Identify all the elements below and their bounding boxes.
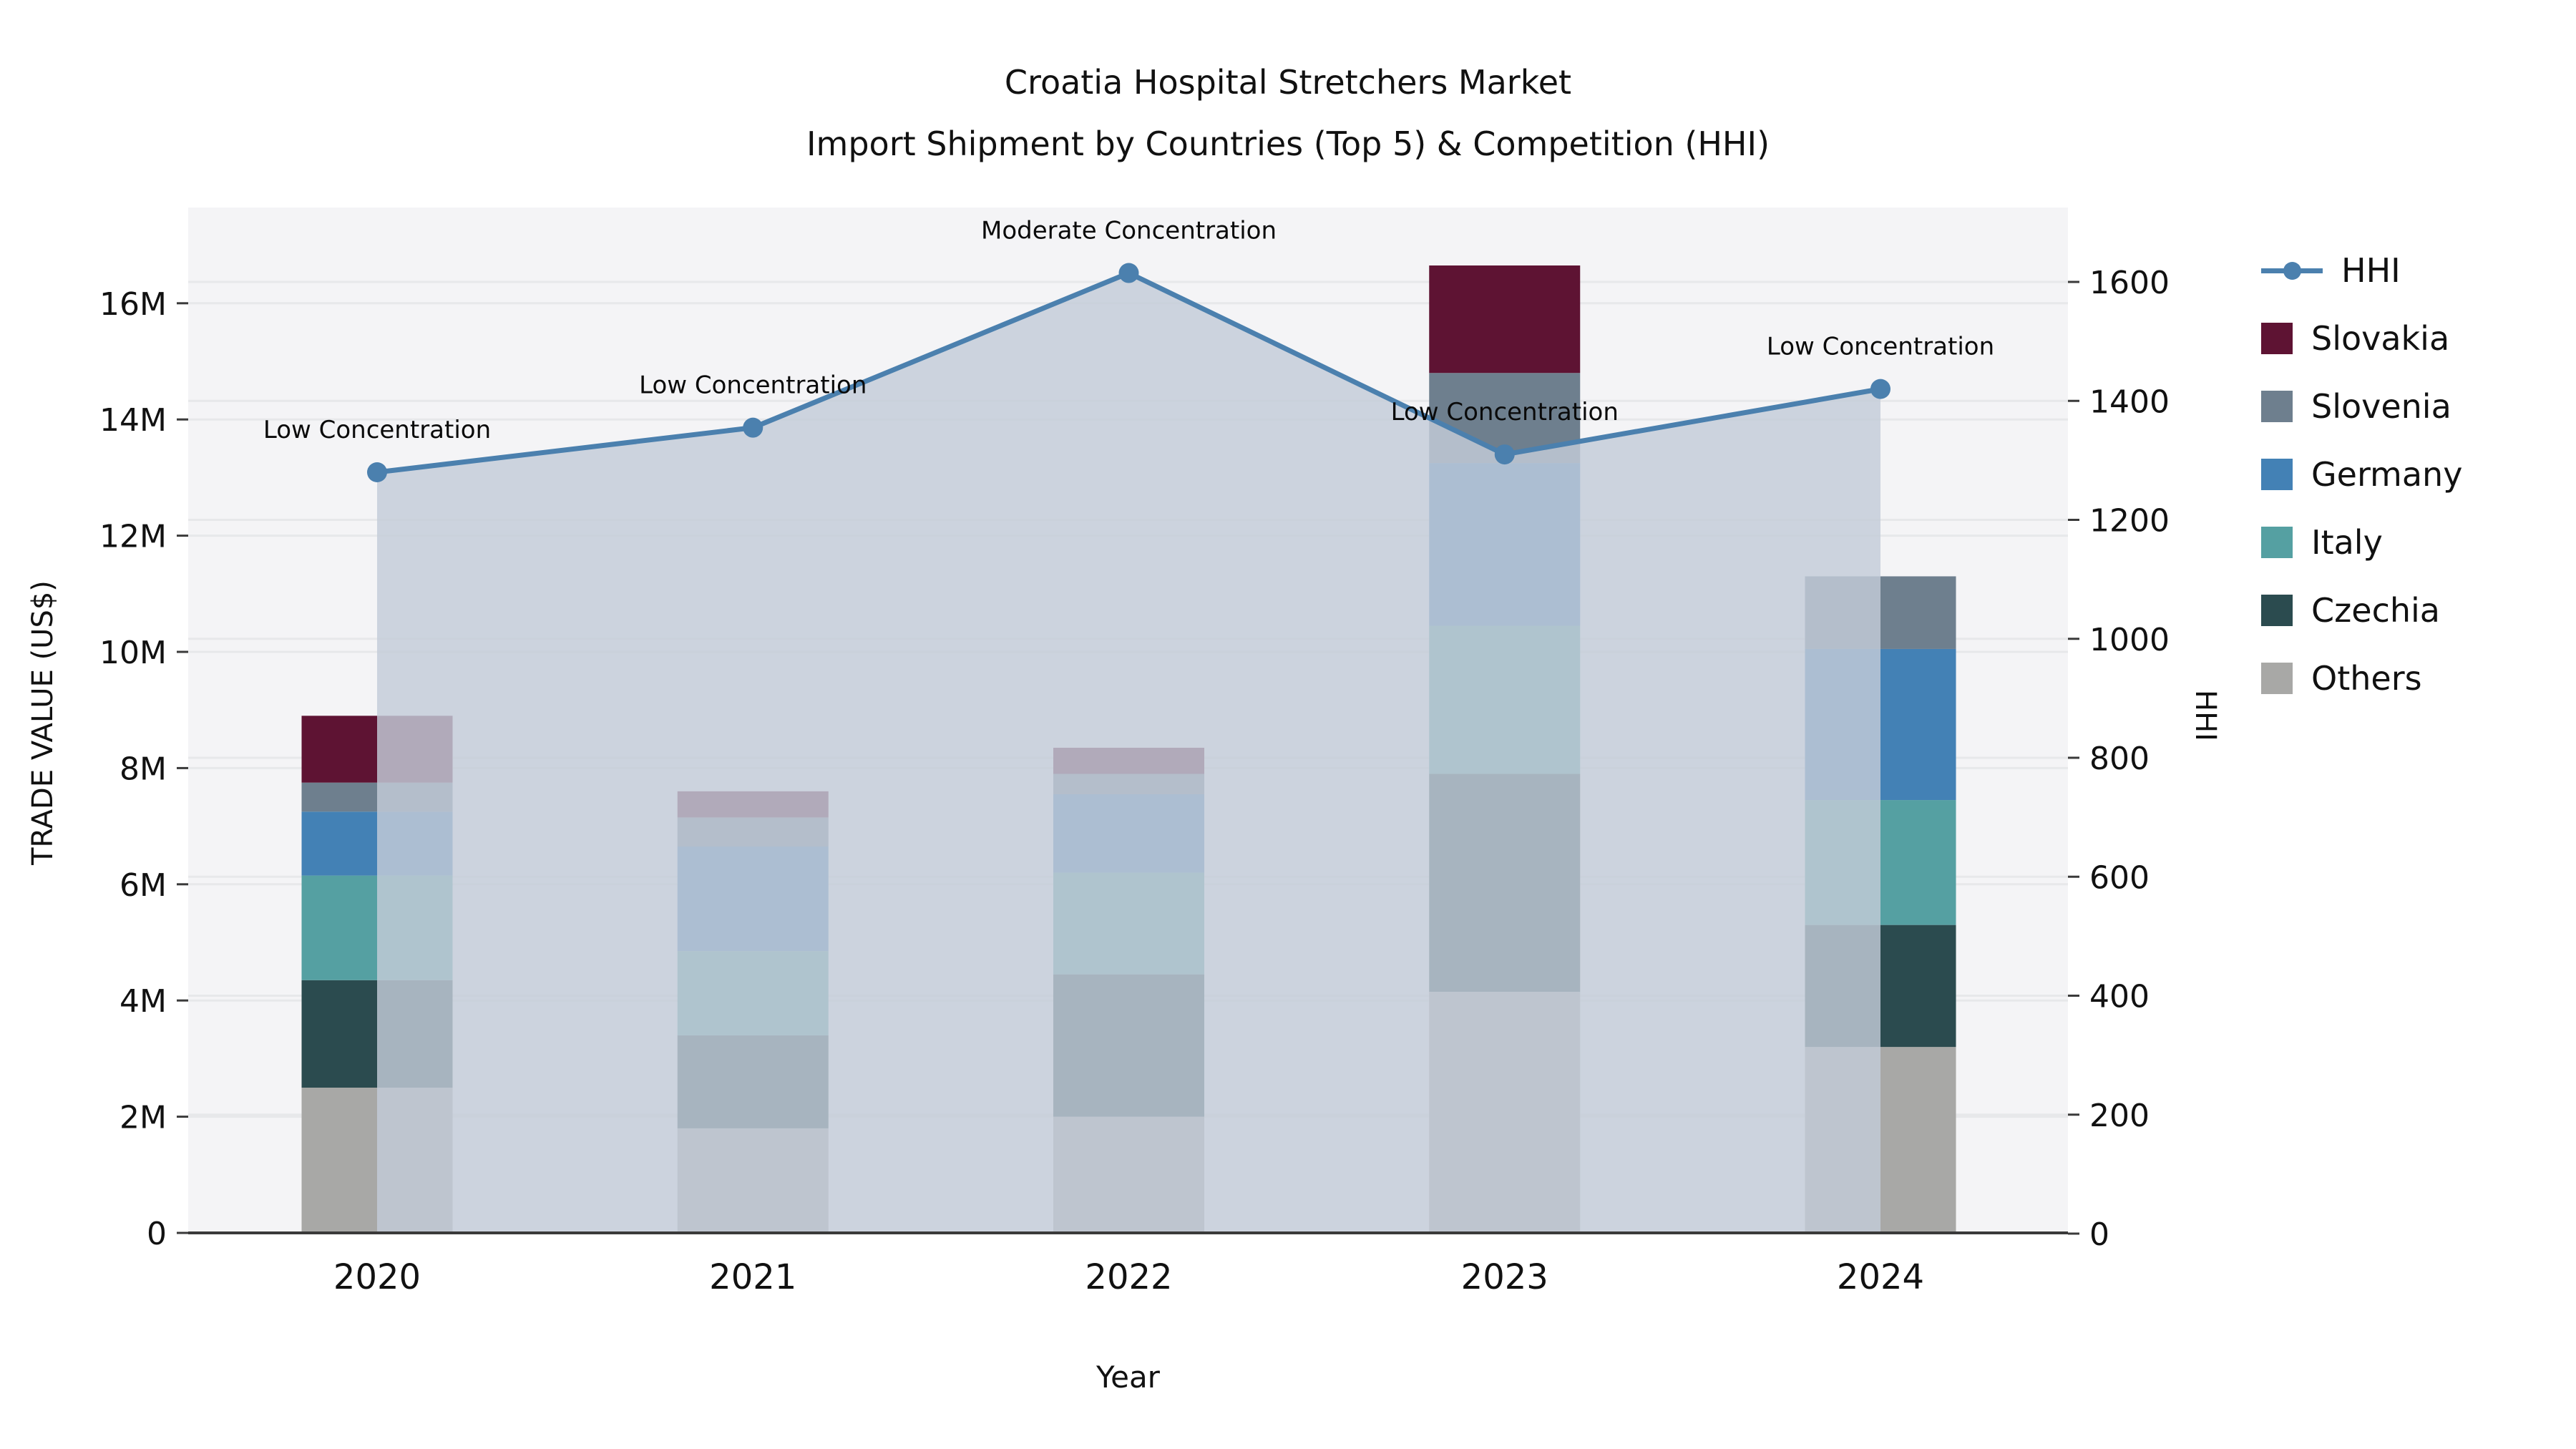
hhi-area-fill xyxy=(377,273,1880,1233)
legend: HHI Slovakia Slovenia Germany Italy Czechia Ot… xyxy=(2261,236,2462,712)
chart-title-line2: Import Shipment by Countries (Top 5) & C… xyxy=(806,125,1770,163)
legend-swatch-slovenia xyxy=(2261,390,2293,422)
y-left-tick-label-14: 14M xyxy=(99,402,167,439)
y-left-tick-label-6: 6M xyxy=(119,867,167,904)
y-right-tick-label-0: 0 xyxy=(2089,1216,2109,1253)
legend-label-slovakia: Slovakia xyxy=(2311,318,2450,358)
y-left-tick-label-4: 4M xyxy=(119,983,167,1020)
y-right-tick-label-1200: 1200 xyxy=(2089,503,2170,540)
x-tick-label-2023: 2023 xyxy=(1461,1257,1548,1297)
hhi-marker-2021[interactable] xyxy=(743,417,763,438)
legend-item-germany[interactable]: Germany xyxy=(2261,440,2462,508)
y-axis-left-label: TRADE VALUE (US$) xyxy=(26,580,59,865)
legend-item-italy[interactable]: Italy xyxy=(2261,508,2462,576)
y-right-tick-label-1400: 1400 xyxy=(2089,384,2170,420)
legend-label-germany: Germany xyxy=(2311,454,2463,494)
legend-item-others[interactable]: Others xyxy=(2261,644,2462,712)
legend-swatch-italy xyxy=(2261,526,2293,558)
annotation-2023: Low Concentration xyxy=(1391,398,1619,426)
chart-title-line1: Croatia Hospital Stretchers Market xyxy=(1004,63,1572,102)
annotation-2021: Low Concentration xyxy=(639,371,867,400)
y-left-tick-label-2: 2M xyxy=(119,1100,167,1136)
legend-swatch-slovakia xyxy=(2261,322,2293,354)
y-axis-right-label: HHI xyxy=(2189,690,2222,741)
legend-swatch-germany xyxy=(2261,458,2293,490)
legend-label-hhi: HHI xyxy=(2341,250,2401,290)
annotation-2024: Low Concentration xyxy=(1767,333,1994,361)
legend-hhi-line-icon xyxy=(2261,255,2323,286)
legend-swatch-others xyxy=(2261,662,2293,694)
x-tick-label-2024: 2024 xyxy=(1837,1257,1924,1297)
y-left-tick-label-0: 0 xyxy=(147,1216,167,1252)
legend-item-slovenia[interactable]: Slovenia xyxy=(2261,372,2462,440)
x-tick-label-2021: 2021 xyxy=(709,1257,796,1297)
y-right-tick-label-800: 800 xyxy=(2089,741,2150,777)
legend-label-czechia: Czechia xyxy=(2311,590,2440,630)
legend-item-slovakia[interactable]: Slovakia xyxy=(2261,304,2462,372)
y-right-tick-label-400: 400 xyxy=(2089,979,2150,1015)
y-right-tick-label-200: 200 xyxy=(2089,1098,2150,1134)
hhi-marker-2020[interactable] xyxy=(367,462,387,482)
y-right-tick-label-1600: 1600 xyxy=(2089,265,2170,301)
legend-item-hhi[interactable]: HHI xyxy=(2261,236,2462,304)
bar-segment-slovakia-2023[interactable] xyxy=(1429,265,1581,374)
y-right-tick-label-1000: 1000 xyxy=(2089,622,2170,658)
y-left-tick-label-12: 12M xyxy=(99,519,167,555)
y-left-tick-label-10: 10M xyxy=(99,635,167,671)
hhi-marker-2024[interactable] xyxy=(1870,379,1890,399)
legend-item-czechia[interactable]: Czechia xyxy=(2261,576,2462,644)
annotation-2022: Moderate Concentration xyxy=(981,217,1277,245)
legend-label-italy: Italy xyxy=(2311,522,2383,562)
y-left-tick-label-8: 8M xyxy=(119,751,167,787)
hhi-marker-2022[interactable] xyxy=(1118,263,1139,283)
legend-label-slovenia: Slovenia xyxy=(2311,386,2451,426)
x-axis-label: Year xyxy=(1096,1360,1160,1395)
y-right-tick-label-600: 600 xyxy=(2089,859,2150,896)
y-left-tick-label-16: 16M xyxy=(99,286,167,323)
legend-swatch-czechia xyxy=(2261,594,2293,626)
x-tick-label-2020: 2020 xyxy=(333,1257,421,1297)
hhi-marker-2023[interactable] xyxy=(1494,444,1515,465)
x-tick-label-2022: 2022 xyxy=(1085,1257,1172,1297)
legend-label-others: Others xyxy=(2311,658,2422,698)
annotation-2020: Low Concentration xyxy=(263,416,491,444)
